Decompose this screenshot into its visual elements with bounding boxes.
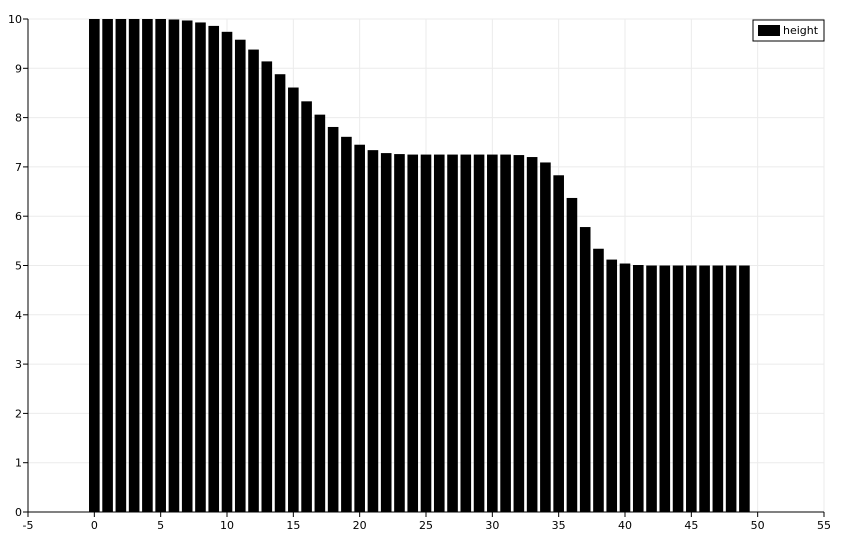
y-tick-label: 5 bbox=[15, 260, 22, 273]
y-axis-ticks: 0 1 2 3 4 5 6 7 8 9 10 bbox=[8, 13, 28, 519]
bar bbox=[513, 155, 525, 512]
bar bbox=[526, 157, 538, 513]
bar bbox=[699, 265, 710, 512]
legend-label-height: height bbox=[783, 24, 819, 37]
bar bbox=[155, 19, 166, 512]
bar bbox=[619, 263, 631, 512]
bar bbox=[579, 227, 591, 512]
x-tick-label: 5 bbox=[157, 519, 164, 532]
bar bbox=[261, 61, 273, 512]
bar bbox=[407, 154, 419, 512]
bar bbox=[234, 39, 246, 513]
y-tick-label: 6 bbox=[15, 210, 22, 223]
bar bbox=[314, 114, 326, 512]
bar bbox=[566, 197, 578, 513]
bar bbox=[274, 74, 286, 512]
legend-swatch-height bbox=[758, 25, 780, 36]
bar bbox=[593, 248, 604, 512]
y-tick-label: 0 bbox=[15, 506, 22, 519]
y-tick-label: 1 bbox=[15, 457, 22, 470]
bar bbox=[181, 20, 193, 512]
y-tick-label: 7 bbox=[15, 161, 22, 174]
bar bbox=[301, 101, 312, 513]
bar bbox=[553, 175, 564, 512]
x-tick-label: 25 bbox=[419, 519, 433, 532]
y-tick-label: 8 bbox=[15, 112, 22, 125]
bar bbox=[447, 154, 458, 512]
bar bbox=[221, 31, 233, 513]
bar bbox=[487, 154, 498, 512]
x-tick-label: 40 bbox=[618, 519, 632, 532]
bar bbox=[354, 144, 365, 512]
bar bbox=[327, 126, 339, 512]
bar bbox=[420, 154, 432, 512]
bar bbox=[102, 19, 113, 512]
bar bbox=[659, 265, 671, 512]
legend: height bbox=[752, 19, 825, 42]
bar bbox=[380, 153, 392, 512]
bar bbox=[632, 265, 644, 512]
bar bbox=[433, 154, 445, 512]
bar bbox=[195, 22, 206, 513]
bar bbox=[367, 150, 379, 512]
x-tick-label: 10 bbox=[220, 519, 234, 532]
bar bbox=[142, 19, 153, 512]
bar bbox=[540, 162, 551, 512]
bar bbox=[394, 154, 405, 512]
bar bbox=[712, 265, 724, 512]
y-tick-label: 2 bbox=[15, 407, 22, 420]
bar bbox=[725, 265, 737, 512]
bar bbox=[115, 19, 127, 512]
x-tick-label: -5 bbox=[23, 519, 34, 532]
bar bbox=[460, 154, 472, 512]
bar bbox=[89, 19, 100, 512]
bar bbox=[288, 87, 299, 512]
y-tick-label: 3 bbox=[15, 358, 22, 371]
bar bbox=[686, 265, 697, 512]
bar bbox=[168, 19, 180, 512]
x-tick-label: 35 bbox=[552, 519, 566, 532]
y-tick-label: 10 bbox=[8, 13, 22, 26]
bar bbox=[208, 25, 220, 512]
x-tick-label: 45 bbox=[684, 519, 698, 532]
bar bbox=[500, 154, 511, 512]
bar bbox=[248, 49, 259, 512]
y-tick-label: 9 bbox=[15, 62, 22, 75]
x-tick-label: 55 bbox=[817, 519, 831, 532]
bar bbox=[473, 154, 485, 512]
y-tick-label: 4 bbox=[15, 309, 22, 322]
x-axis-ticks: -5 0 5 10 15 20 25 30 35 40 45 50 55 bbox=[23, 512, 831, 532]
bar bbox=[128, 19, 140, 512]
x-tick-label: 0 bbox=[91, 519, 98, 532]
x-tick-label: 15 bbox=[286, 519, 300, 532]
bar-series-height bbox=[89, 19, 750, 513]
bar bbox=[606, 259, 618, 512]
x-tick-label: 30 bbox=[485, 519, 499, 532]
bar bbox=[739, 265, 750, 512]
x-tick-label: 50 bbox=[751, 519, 765, 532]
bar bbox=[672, 265, 684, 512]
bar bbox=[646, 265, 657, 512]
bar bbox=[341, 136, 352, 512]
x-tick-label: 20 bbox=[353, 519, 367, 532]
